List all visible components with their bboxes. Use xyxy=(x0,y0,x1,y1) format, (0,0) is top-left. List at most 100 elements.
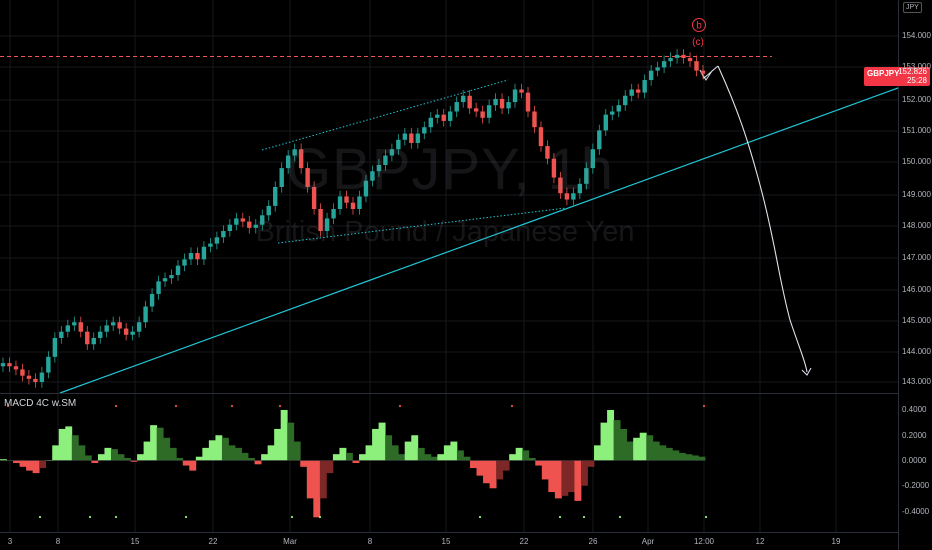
candle-body xyxy=(661,61,667,68)
macd-bar xyxy=(280,410,288,461)
price-axis-tick: 153.000 xyxy=(902,62,931,71)
candle-body xyxy=(162,278,168,282)
macd-bar xyxy=(215,435,223,461)
macd-signal-dot xyxy=(184,515,188,519)
candle-body xyxy=(357,196,362,209)
macd-bar xyxy=(39,460,47,469)
candle-body xyxy=(571,193,576,200)
candle-body xyxy=(110,322,116,326)
macd-bar xyxy=(287,422,295,461)
macd-bar xyxy=(496,460,504,480)
candle-body xyxy=(389,149,395,156)
candle-body xyxy=(473,108,479,112)
macd-bar xyxy=(339,447,347,461)
candle-body xyxy=(642,80,647,93)
candle-body xyxy=(130,331,135,335)
candle-body xyxy=(454,102,459,112)
candle-body xyxy=(506,102,511,109)
macd-bar xyxy=(306,460,314,499)
candle-body xyxy=(117,322,122,329)
macd-bar xyxy=(443,445,451,461)
candle-body xyxy=(91,337,96,345)
candle-body xyxy=(409,133,414,143)
macd-bar xyxy=(554,460,562,499)
macd-signal-dot xyxy=(88,515,92,519)
macd-axis-tick: 0.2000 xyxy=(902,430,927,440)
macd-bar xyxy=(476,460,484,476)
uptrend-line xyxy=(59,87,899,394)
macd-signal-dot xyxy=(114,515,118,519)
candle-body xyxy=(136,322,142,332)
chart-frame xyxy=(0,0,899,550)
candle-body xyxy=(46,356,51,373)
last-price-tag: GBPJPY 152.826 25:28 xyxy=(864,67,930,86)
macd-bar xyxy=(169,447,177,461)
macd-bar xyxy=(26,460,34,471)
elliott-wave-labels: b (c) xyxy=(692,18,706,48)
price-axis-tick: 146.000 xyxy=(902,285,931,294)
candle-body xyxy=(188,253,194,260)
macd-bar xyxy=(450,441,458,461)
macd-histogram xyxy=(0,404,708,519)
macd-signal-dot xyxy=(618,515,622,519)
candle-body xyxy=(175,265,181,276)
macd-signal-dot xyxy=(318,515,322,519)
currency-badge[interactable]: JPY xyxy=(903,2,922,13)
time-axis-tick: 12:00 xyxy=(693,537,715,546)
macd-signal-dot xyxy=(230,404,234,408)
candle-body xyxy=(227,224,233,232)
candle-body xyxy=(396,139,401,150)
macd-axis-tick: -0.4000 xyxy=(902,506,930,516)
macd-bar xyxy=(665,447,673,461)
macd-bar xyxy=(248,457,255,461)
candle-body xyxy=(285,155,291,169)
grid-lines xyxy=(0,0,898,532)
macd-bar xyxy=(678,452,686,461)
macd-signal-dot xyxy=(38,515,42,519)
candle-body xyxy=(668,58,673,62)
macd-bar xyxy=(241,452,249,461)
macd-bar xyxy=(332,454,340,461)
macd-bar xyxy=(228,445,236,461)
candle-body xyxy=(441,114,446,121)
macd-signal-dot xyxy=(558,515,562,519)
macd-indicator-label[interactable]: MACD 4C w.SM xyxy=(4,398,77,409)
candle-body xyxy=(480,111,485,118)
candle-body xyxy=(331,209,336,219)
macd-bar xyxy=(659,445,667,461)
macd-bar xyxy=(84,455,92,461)
candle-body xyxy=(104,325,109,332)
candle-body xyxy=(156,281,161,294)
macd-bar xyxy=(639,432,647,461)
macd-signal-dot xyxy=(174,404,178,408)
candle-body xyxy=(525,92,531,112)
candle-body xyxy=(415,133,421,143)
candle-body xyxy=(344,196,349,203)
time-axis-tick: Mar xyxy=(283,537,297,546)
candle-body xyxy=(590,149,596,169)
candle-body xyxy=(98,331,103,338)
macd-bar xyxy=(261,454,269,461)
macd-bar xyxy=(580,460,588,486)
macd-bar xyxy=(137,454,145,461)
macd-signal-dot xyxy=(398,404,402,408)
time-axis-tick: 12 xyxy=(755,537,765,546)
candle-body xyxy=(350,202,356,209)
macd-signal-dot xyxy=(290,515,294,519)
drawing-overlays xyxy=(0,55,899,394)
candle-body xyxy=(65,325,71,332)
macd-bar xyxy=(502,460,510,471)
candle-body xyxy=(545,146,550,159)
macd-bar xyxy=(274,428,282,461)
time-axis-tick: 8 xyxy=(367,537,373,546)
candle-body xyxy=(519,89,524,93)
macd-bar xyxy=(424,454,432,461)
macd-bar xyxy=(574,460,582,501)
candle-body xyxy=(376,164,382,172)
macd-bar xyxy=(91,460,99,464)
candle-body xyxy=(149,293,155,307)
macd-bar xyxy=(548,460,556,493)
macd-bar xyxy=(13,460,20,464)
macd-signal-dot xyxy=(6,404,10,408)
